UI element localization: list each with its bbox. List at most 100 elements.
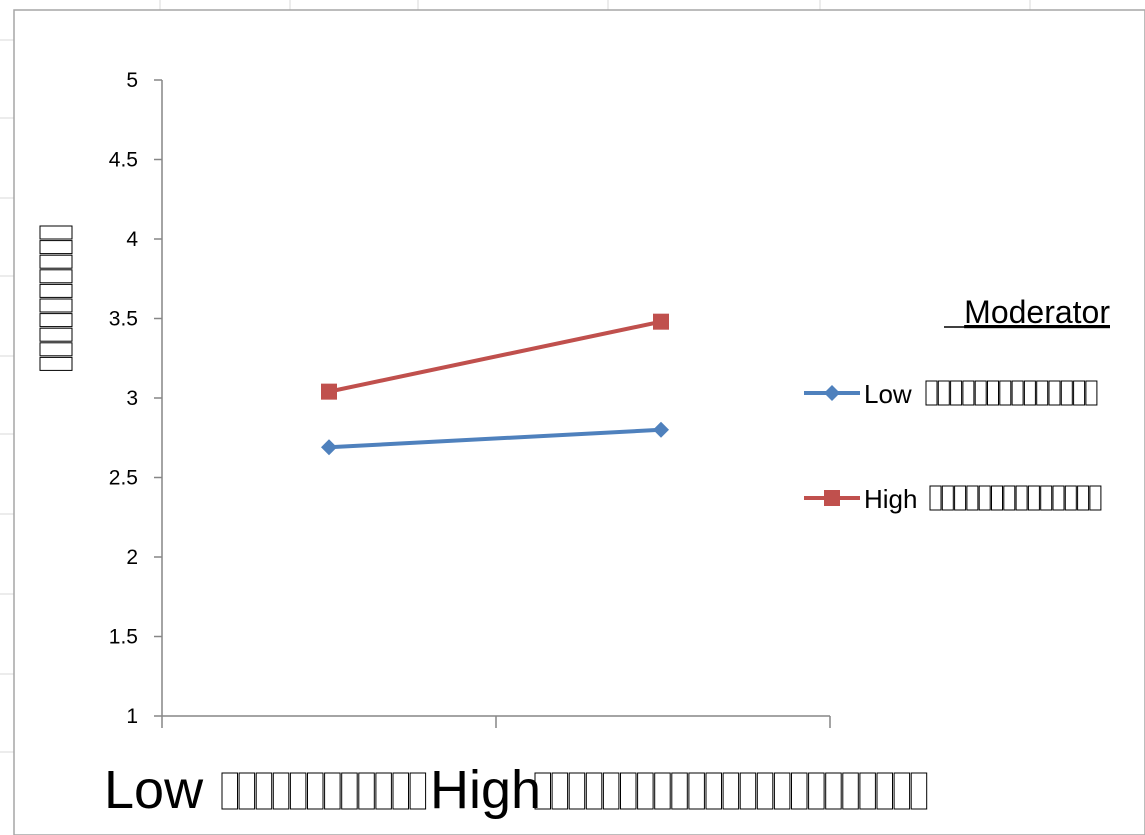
label-glyph-box [756,772,774,810]
label-glyph-box [1040,485,1053,511]
label-glyph-box [937,380,950,406]
series-low [321,421,669,456]
label-glyph-box [551,772,569,810]
label-glyph-box [534,772,551,810]
label-glyph-box [739,772,757,810]
y-axis-label [39,225,73,371]
y-tick-labels: 1 1.5 2 2.5 3 3.5 4 4.5 5 [109,69,139,728]
spreadsheet-grid [0,0,1031,753]
category-label-low: Low [104,760,204,820]
label-glyph-box [991,485,1003,511]
category-label-high: High [430,760,541,820]
legend: Moderator Low High [804,294,1110,514]
label-glyph-box [392,772,409,810]
label-glyph-box [705,772,722,810]
label-glyph-box [966,485,979,511]
y-label-glyph-box [39,356,73,371]
y-tick-label: 5 [126,69,138,92]
series-line [328,319,662,394]
label-glyph-box [1089,485,1102,511]
label-glyph-box [842,772,859,810]
data-point [653,421,669,438]
y-tick-label: 4 [126,228,138,251]
label-glyph-box [255,772,273,810]
label-glyph-box [954,485,967,511]
label-glyph-box [671,772,688,810]
legend-marker [824,385,840,401]
chart-area [13,9,1145,835]
label-glyph-box [1052,485,1065,511]
y-label-glyph-box [39,225,73,240]
legend-label: Low [864,379,912,409]
label-glyph-box [1064,485,1077,511]
legend-title: Moderator [964,294,1110,330]
category-labels: Low High [104,760,928,820]
y-label-glyph-box [39,342,73,357]
y-label-glyph-box [39,254,73,269]
label-glyph-box [999,380,1012,406]
label-glyph-box [929,485,942,511]
data-point [321,383,337,400]
label-glyph-box [791,772,808,810]
series-high [321,313,669,400]
label-glyph-box [409,772,427,810]
label-glyph-box [950,380,963,406]
label-glyph-box [1011,380,1024,406]
label-glyph-box [876,772,893,810]
y-label-glyph-box [39,283,73,298]
y-tick-label: 1.5 [109,626,138,649]
data-point [321,439,337,456]
label-glyph-box [1085,380,1098,406]
label-glyph-box [307,772,324,810]
series-layer [321,313,669,456]
label-glyph-box [688,772,705,810]
label-glyph-box [1027,485,1040,511]
label-glyph-box [637,772,654,810]
y-tick-label: 2.5 [109,467,138,490]
label-glyph-box [1003,485,1016,511]
label-glyph-box [893,772,911,810]
label-glyph-box [1073,380,1086,406]
label-glyph-box [962,380,975,406]
label-glyph-box [221,772,238,810]
y-tick-label: 2 [126,546,138,569]
legend-entry-low: Low [804,379,1098,409]
label-glyph-box [1048,380,1061,406]
label-glyph-box [808,772,825,810]
label-glyph-box [375,772,392,810]
label-glyph-box [773,772,791,810]
label-glyph-box [859,772,876,810]
label-glyph-box [1036,380,1049,406]
y-label-glyph-box [39,313,73,328]
series-line [328,427,662,450]
label-glyph-box [620,772,637,810]
label-glyph-box [289,772,307,810]
label-glyph-box [585,772,603,810]
label-glyph-box [978,485,991,511]
y-label-glyph-box [39,327,73,342]
label-glyph-box [238,772,256,810]
y-tick-label: 1 [126,705,138,728]
label-glyph-box [925,380,938,406]
label-glyph-box [722,772,740,810]
legend-entry-high: High [804,484,1102,514]
legend-marker [824,490,840,506]
label-glyph-box [1015,485,1028,511]
label-glyph-box [341,772,358,810]
y-tick-label: 4.5 [109,149,138,172]
label-glyph-box [941,485,954,511]
y-tick-label: 3 [126,387,138,410]
y-tick-label: 3.5 [109,308,138,331]
label-glyph-box [358,772,375,810]
label-glyph-box [272,772,290,810]
label-glyph-box [1023,380,1036,406]
label-glyph-box [568,772,586,810]
axes [154,79,831,728]
data-point [653,313,669,330]
label-glyph-box [324,772,341,810]
y-label-glyph-box [39,240,73,255]
label-glyph-box [987,380,999,406]
label-glyph-box [910,772,928,810]
label-glyph-box [602,772,620,810]
